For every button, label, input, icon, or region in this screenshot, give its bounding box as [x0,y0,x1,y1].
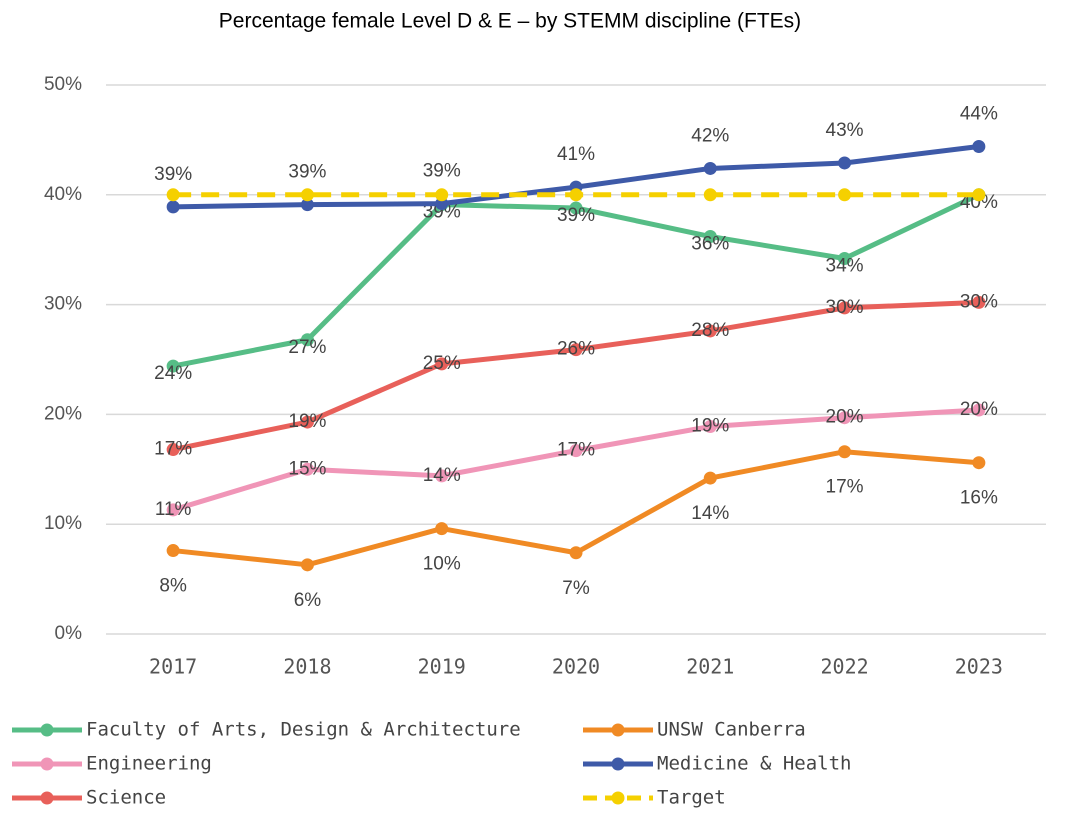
legend-label: UNSW Canberra [657,719,806,741]
data-point [838,445,852,459]
x-tick-label: 2017 [149,655,197,679]
data-label: 17% [826,477,864,498]
data-label: 39% [423,202,461,223]
data-label: 30% [960,291,998,312]
data-label: 25% [423,353,461,374]
data-point [166,188,180,202]
data-label: 14% [423,465,461,486]
legend-dot [40,723,54,737]
data-label: 10% [423,554,461,575]
data-point [838,251,852,265]
data-point [435,469,449,483]
legend-dot [611,723,625,737]
data-point [166,359,180,373]
data-point [435,188,449,202]
data-label: 34% [826,255,864,276]
data-label: 6% [294,590,322,611]
data-point [703,324,717,338]
x-tick-label: 2018 [283,655,331,679]
data-label: 39% [557,205,595,226]
data-label: 20% [826,407,864,428]
y-tick-label: 30% [44,294,82,315]
legend-dot [611,791,625,805]
legend-dot [40,791,54,805]
data-label: 17% [154,439,192,460]
data-point [166,544,180,558]
data-point [972,188,986,202]
data-point [703,188,717,202]
legend-label: Faculty of Arts, Design & Architecture [86,719,521,741]
data-label: 19% [288,411,326,432]
data-label: 39% [288,162,326,183]
data-point [703,419,717,433]
legend-label: Target [657,787,726,809]
data-point [166,200,180,214]
data-point [435,357,449,371]
y-tick-label: 10% [44,513,82,534]
data-label: 36% [691,234,729,255]
data-point [300,415,314,429]
legend-label: Engineering [86,753,212,775]
data-point [569,188,583,202]
data-label: 41% [557,144,595,165]
data-point [300,198,314,212]
x-tick-label: 2023 [955,655,1003,679]
y-tick-label: 20% [44,403,82,424]
data-point [435,522,449,536]
data-point [972,295,986,309]
data-label: 16% [960,488,998,509]
data-label: 42% [691,125,729,146]
legend-dot [40,757,54,771]
data-point [569,343,583,357]
data-label: 44% [960,104,998,125]
data-label: 24% [154,363,192,384]
data-point [703,230,717,244]
y-tick-label: 0% [55,623,83,644]
data-label: 8% [159,576,187,597]
data-point [972,403,986,417]
data-point [703,471,717,485]
x-tick-label: 2022 [820,655,868,679]
data-label: 15% [288,458,326,479]
y-tick-label: 40% [44,184,82,205]
data-label: 20% [960,399,998,420]
data-label: 17% [557,440,595,461]
x-tick-label: 2021 [686,655,734,679]
data-point [300,558,314,572]
data-point [166,503,180,517]
data-label: 39% [423,161,461,182]
x-tick-label: 2020 [552,655,600,679]
data-point [569,444,583,458]
data-label: 19% [691,415,729,436]
data-point [838,156,852,170]
data-point [972,456,986,470]
data-point [838,301,852,315]
data-point [300,188,314,202]
data-point [838,411,852,425]
x-tick-label: 2019 [418,655,466,679]
data-point [569,546,583,560]
chart-title: Percentage female Level D & E – by STEMM… [219,10,801,33]
data-label: 26% [557,339,595,360]
legend-label: Medicine & Health [657,753,851,775]
data-label: 27% [288,337,326,358]
data-point [569,201,583,215]
data-point [300,333,314,347]
data-label: 43% [826,120,864,141]
y-tick-label: 50% [44,74,82,95]
data-label: 28% [691,320,729,341]
data-label: 39% [154,164,192,185]
legend-dot [611,757,625,771]
data-label: 30% [826,297,864,318]
legend-label: Science [86,787,166,809]
data-point [838,188,852,202]
data-label: 7% [562,578,590,599]
data-point [703,161,717,175]
data-label: 11% [155,499,192,520]
data-point [300,462,314,476]
data-point [166,443,180,457]
data-point [972,139,986,153]
data-label: 14% [691,503,729,524]
